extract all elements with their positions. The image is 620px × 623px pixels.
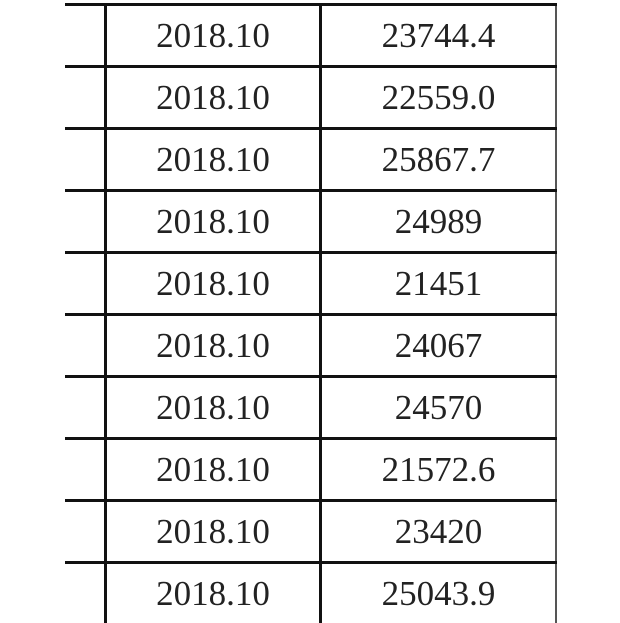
date-cell: 2018.10 (107, 6, 322, 65)
date-cell: 2018.10 (107, 564, 322, 623)
blank-cell (65, 254, 107, 313)
date-cell: 2018.10 (107, 502, 322, 561)
value-cell: 24989 (322, 192, 557, 251)
data-table: 2018.10 23744.4 2018.10 22559.0 2018.10 25867… (65, 3, 557, 623)
table-row: 2018.10 23744.4 (65, 3, 557, 65)
blank-cell (65, 378, 107, 437)
date-cell: 2018.10 (107, 316, 322, 375)
table-row: 2018.10 24989 (65, 189, 557, 251)
table-row: 2018.10 25043.9 (65, 561, 557, 623)
value-cell: 23420 (322, 502, 557, 561)
table-row: 2018.10 21572.6 (65, 437, 557, 499)
table-row: 2018.10 24067 (65, 313, 557, 375)
blank-cell (65, 440, 107, 499)
table-row: 2018.10 24570 (65, 375, 557, 437)
value-cell: 23744.4 (322, 6, 557, 65)
blank-cell (65, 192, 107, 251)
blank-cell (65, 316, 107, 375)
value-cell: 25043.9 (322, 564, 557, 623)
date-cell: 2018.10 (107, 254, 322, 313)
date-cell: 2018.10 (107, 192, 322, 251)
value-cell: 24067 (322, 316, 557, 375)
value-cell: 24570 (322, 378, 557, 437)
table-row: 2018.10 21451 (65, 251, 557, 313)
table-row: 2018.10 22559.0 (65, 65, 557, 127)
value-cell: 21451 (322, 254, 557, 313)
table-row: 2018.10 23420 (65, 499, 557, 561)
value-cell: 21572.6 (322, 440, 557, 499)
date-cell: 2018.10 (107, 130, 322, 189)
table-row: 2018.10 25867.7 (65, 127, 557, 189)
date-cell: 2018.10 (107, 68, 322, 127)
value-cell: 22559.0 (322, 68, 557, 127)
blank-cell (65, 6, 107, 65)
blank-cell (65, 130, 107, 189)
value-cell: 25867.7 (322, 130, 557, 189)
date-cell: 2018.10 (107, 378, 322, 437)
date-cell: 2018.10 (107, 440, 322, 499)
blank-cell (65, 502, 107, 561)
blank-cell (65, 68, 107, 127)
blank-cell (65, 564, 107, 623)
